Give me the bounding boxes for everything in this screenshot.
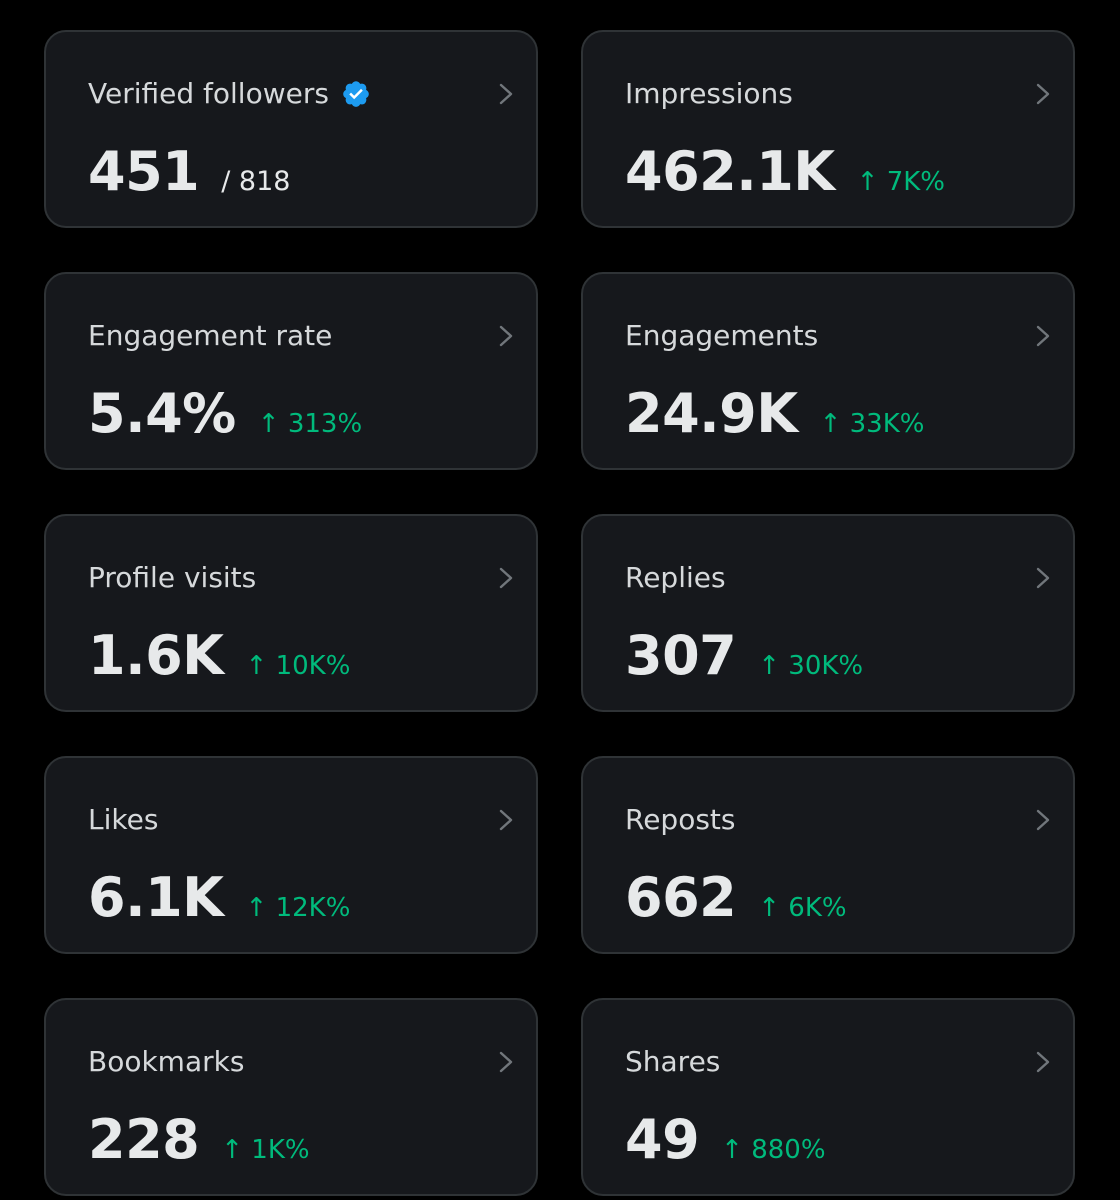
chevron-right-icon (1036, 83, 1050, 105)
chevron-right-icon (499, 567, 513, 589)
metric-label: Profile visits (88, 561, 257, 594)
chevron-right-icon (1036, 325, 1050, 347)
metric-value: 1.6K (88, 624, 224, 687)
metric-card-engagement-rate[interactable]: Engagement rate 5.4% ↑ 313% (44, 272, 538, 470)
metric-change: ↑ 880% (721, 1135, 826, 1165)
metric-value-row: 662 ↑ 6K% (625, 866, 847, 930)
metric-card-profile-visits[interactable]: Profile visits 1.6K ↑ 10K% (44, 514, 538, 712)
metric-value: 451 (88, 140, 200, 203)
metric-total: / 818 (221, 166, 291, 197)
metric-card-bookmarks[interactable]: Bookmarks 228 ↑ 1K% (44, 998, 538, 1196)
chevron-right-icon (499, 83, 513, 105)
metric-card-likes[interactable]: Likes 6.1K ↑ 12K% (44, 756, 538, 954)
metric-change: ↑ 6K% (758, 893, 847, 923)
metric-value: 662 (625, 866, 737, 929)
metric-value: 462.1K (625, 140, 835, 203)
metric-change: ↑ 30K% (758, 651, 864, 681)
metric-value: 5.4% (88, 382, 236, 445)
metric-value: 49 (625, 1108, 700, 1171)
metric-label: Verified followers (88, 77, 329, 110)
chevron-right-icon (499, 325, 513, 347)
chevron-right-icon (499, 1051, 513, 1073)
metric-change: ↑ 1K% (221, 1135, 310, 1165)
metric-value: 307 (625, 624, 737, 687)
metric-label: Engagements (625, 319, 819, 352)
metric-change: ↑ 7K% (856, 167, 946, 197)
metric-card-impressions[interactable]: Impressions 462.1K ↑ 7K% (581, 30, 1075, 228)
metric-value-row: 5.4% ↑ 313% (88, 382, 362, 446)
chevron-right-icon (1036, 809, 1050, 831)
metric-value-row: 49 ↑ 880% (625, 1108, 826, 1172)
metric-change: ↑ 33K% (819, 409, 925, 439)
metric-value-row: 24.9K ↑ 33K% (625, 382, 924, 446)
metric-label: Likes (88, 803, 159, 836)
metric-label: Shares (625, 1045, 721, 1078)
metric-value-row: 228 ↑ 1K% (88, 1108, 310, 1172)
metric-value: 228 (88, 1108, 200, 1171)
metric-change: ↑ 12K% (245, 893, 351, 923)
metric-label: Impressions (625, 77, 793, 110)
metric-label: Replies (625, 561, 726, 594)
metric-label: Bookmarks (88, 1045, 245, 1078)
metric-card-shares[interactable]: Shares 49 ↑ 880% (581, 998, 1075, 1196)
chevron-right-icon (1036, 567, 1050, 589)
metric-value: 24.9K (625, 382, 798, 445)
metric-label: Reposts (625, 803, 736, 836)
metric-value-row: 462.1K ↑ 7K% (625, 140, 945, 204)
metric-value-row: 307 ↑ 30K% (625, 624, 863, 688)
metric-card-verified-followers[interactable]: Verified followers 451 / 818 (44, 30, 538, 228)
metric-label-wrapper: Verified followers (88, 76, 371, 112)
metric-card-reposts[interactable]: Reposts 662 ↑ 6K% (581, 756, 1075, 954)
metric-value-row: 1.6K ↑ 10K% (88, 624, 350, 688)
metric-value-row: 6.1K ↑ 12K% (88, 866, 350, 930)
metric-change: ↑ 10K% (245, 651, 351, 681)
metric-label: Engagement rate (88, 319, 333, 352)
metric-change: ↑ 313% (257, 409, 363, 439)
chevron-right-icon (499, 809, 513, 831)
metric-value: 6.1K (88, 866, 224, 929)
metric-card-replies[interactable]: Replies 307 ↑ 30K% (581, 514, 1075, 712)
verified-badge-icon (343, 81, 369, 107)
chevron-right-icon (1036, 1051, 1050, 1073)
metric-value-row: 451 / 818 (88, 140, 290, 204)
metric-card-engagements[interactable]: Engagements 24.9K ↑ 33K% (581, 272, 1075, 470)
